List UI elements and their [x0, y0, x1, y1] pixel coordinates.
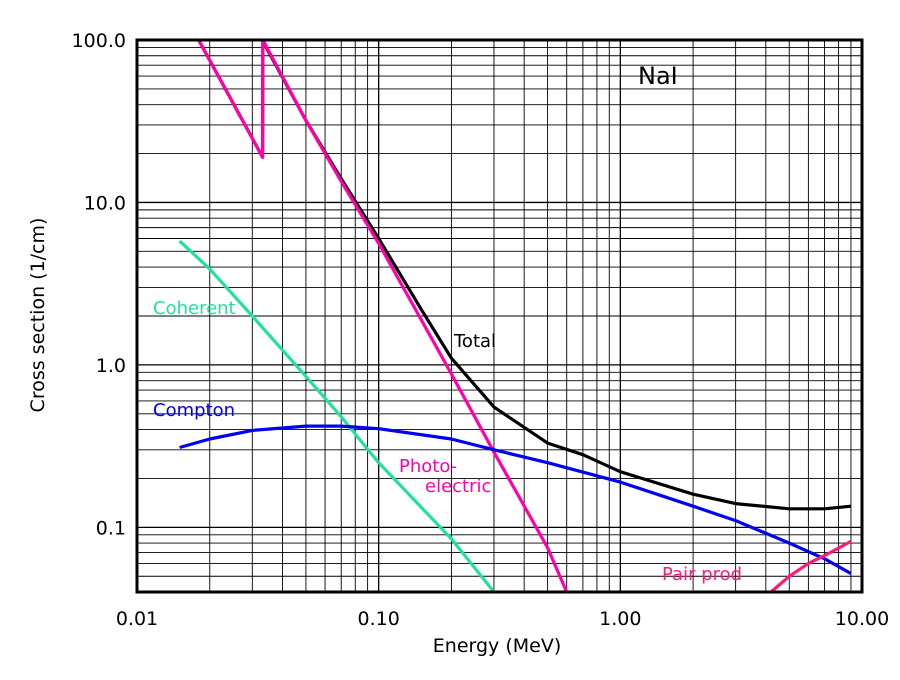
series-label-total: Total [453, 331, 496, 352]
series-line-photo-electric [197, 40, 569, 592]
y-axis-title: Cross section (1/cm) [27, 218, 49, 413]
series-line-pair-prod [769, 539, 852, 592]
plot-frame [135, 38, 864, 594]
material-annotation: NaI [638, 62, 678, 90]
tick-labels: 0.01 0.10 1.00 10.00 0.1 1.0 10.0 100.0 [72, 30, 890, 630]
plot-border [135, 38, 864, 594]
x-axis-title: Energy (MeV) [433, 635, 561, 657]
x-tick-label: 1.00 [599, 608, 641, 630]
series-line-compton [179, 424, 852, 575]
y-tick-label: 1.0 [96, 355, 126, 377]
grid [136, 39, 862, 593]
series-line-total [197, 40, 852, 511]
y-tick-label: 100.0 [72, 30, 126, 52]
series-label-coherent: Coherent [153, 298, 236, 319]
x-tick-label: 0.10 [358, 608, 400, 630]
series-line-coherent [178, 239, 496, 592]
series-label-compton: Compton [153, 400, 235, 421]
y-tick-label: 10.0 [84, 192, 126, 214]
series-label-pair-prod: Pair prod [662, 564, 742, 585]
series-label-photo-electric: Photo-electric [399, 456, 491, 497]
y-tick-label: 0.1 [96, 517, 126, 539]
series-lines [178, 40, 852, 592]
x-tick-label: 0.01 [116, 608, 158, 630]
series-labels: Total Photo-electric Coherent Compton Pair p… [153, 298, 742, 585]
x-tick-label: 10.00 [835, 608, 889, 630]
